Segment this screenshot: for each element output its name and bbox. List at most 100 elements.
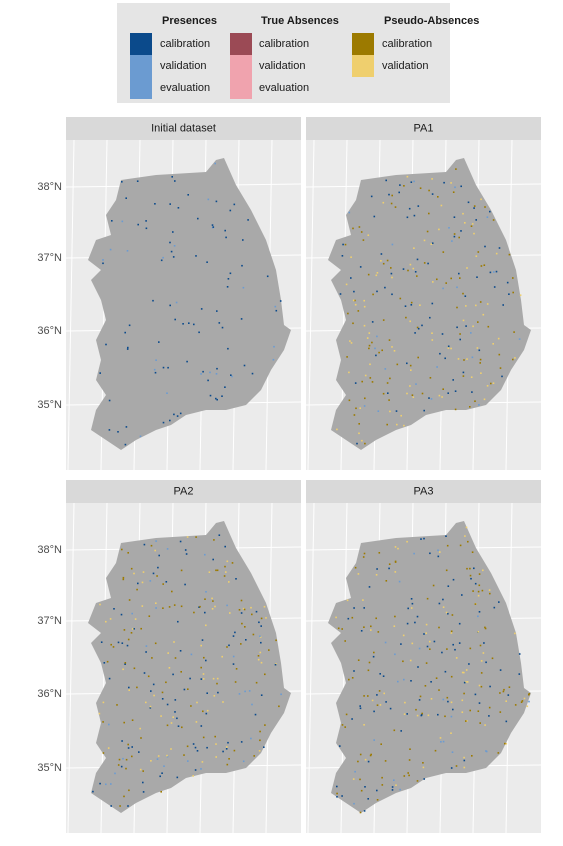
occurrence-point — [382, 201, 385, 204]
occurrence-point — [485, 661, 487, 664]
occurrence-point — [364, 397, 366, 400]
occurrence-point — [382, 319, 385, 321]
occurrence-point — [391, 346, 393, 348]
occurrence-point — [476, 347, 479, 349]
facet-strip — [306, 480, 541, 503]
occurrence-point — [395, 410, 398, 412]
occurrence-point — [218, 534, 221, 536]
occurrence-point — [203, 656, 205, 659]
occurrence-point — [463, 766, 466, 769]
occurrence-point — [461, 594, 463, 596]
occurrence-point — [222, 750, 224, 753]
occurrence-point — [445, 611, 448, 614]
occurrence-point — [166, 548, 169, 550]
occurrence-point — [367, 695, 369, 697]
occurrence-point — [462, 319, 465, 322]
occurrence-point — [399, 184, 401, 186]
occurrence-point — [226, 560, 229, 563]
occurrence-point — [190, 653, 193, 656]
occurrence-point — [206, 261, 208, 263]
grid-line — [307, 139, 315, 471]
occurrence-point — [350, 256, 352, 258]
occurrence-point — [197, 217, 199, 220]
occurrence-point — [195, 255, 197, 257]
occurrence-point — [467, 540, 469, 543]
occurrence-point — [468, 663, 470, 665]
occurrence-point — [425, 623, 428, 626]
occurrence-point — [394, 206, 397, 208]
occurrence-point — [362, 599, 364, 601]
occurrence-point — [391, 194, 393, 197]
occurrence-point — [478, 349, 481, 352]
occurrence-point — [231, 562, 234, 564]
occurrence-point — [173, 413, 175, 416]
occurrence-point — [455, 657, 458, 659]
occurrence-point — [421, 324, 423, 327]
occurrence-point — [194, 746, 197, 749]
occurrence-point — [351, 718, 353, 720]
occurrence-point — [421, 712, 423, 715]
occurrence-point — [475, 304, 477, 307]
grid-line — [67, 502, 75, 834]
occurrence-point — [357, 760, 359, 763]
land — [88, 158, 291, 450]
legend-group-title: Pseudo-Absences — [384, 15, 479, 27]
occurrence-point — [162, 583, 164, 585]
grid-line — [67, 139, 75, 471]
occurrence-point — [384, 368, 387, 370]
occurrence-point — [477, 321, 479, 323]
occurrence-point — [393, 625, 396, 627]
occurrence-point — [177, 725, 180, 727]
occurrence-point — [480, 372, 482, 374]
occurrence-point — [385, 580, 388, 582]
occurrence-point — [455, 765, 458, 767]
occurrence-point — [474, 582, 477, 585]
occurrence-point — [384, 286, 386, 289]
occurrence-point — [396, 423, 398, 426]
occurrence-point — [99, 782, 101, 785]
occurrence-point — [373, 651, 375, 654]
occurrence-point — [479, 301, 482, 303]
legend-label: evaluation — [259, 82, 309, 94]
occurrence-point — [417, 356, 419, 359]
occurrence-point — [382, 262, 385, 265]
occurrence-point — [463, 759, 466, 762]
occurrence-point — [193, 611, 195, 614]
occurrence-point — [450, 277, 452, 280]
occurrence-point — [450, 767, 453, 769]
occurrence-point — [260, 661, 263, 664]
occurrence-point — [211, 608, 214, 610]
occurrence-point — [375, 574, 378, 576]
occurrence-point — [433, 640, 436, 643]
occurrence-point — [224, 545, 226, 548]
occurrence-point — [370, 629, 372, 631]
occurrence-point — [471, 551, 474, 553]
occurrence-point — [260, 641, 262, 644]
occurrence-point — [176, 776, 179, 779]
legend-key — [230, 77, 252, 99]
occurrence-point — [394, 653, 396, 656]
occurrence-point — [477, 631, 479, 633]
occurrence-point — [352, 299, 355, 302]
occurrence-point — [489, 271, 492, 274]
occurrence-point — [186, 536, 189, 538]
occurrence-point — [351, 616, 354, 619]
occurrence-point — [478, 404, 480, 406]
occurrence-point — [238, 693, 241, 695]
occurrence-point — [235, 578, 237, 580]
occurrence-point — [431, 302, 434, 305]
occurrence-point — [459, 338, 461, 341]
occurrence-point — [402, 268, 405, 270]
occurrence-point — [437, 196, 439, 198]
occurrence-point — [241, 622, 243, 625]
occurrence-point — [213, 695, 216, 697]
occurrence-point — [353, 802, 355, 805]
occurrence-point — [512, 277, 514, 279]
occurrence-point — [119, 805, 121, 807]
occurrence-point — [400, 643, 402, 645]
occurrence-point — [469, 406, 471, 408]
occurrence-point — [518, 338, 521, 340]
occurrence-point — [420, 538, 422, 540]
occurrence-point — [430, 698, 433, 700]
occurrence-point — [353, 607, 355, 609]
